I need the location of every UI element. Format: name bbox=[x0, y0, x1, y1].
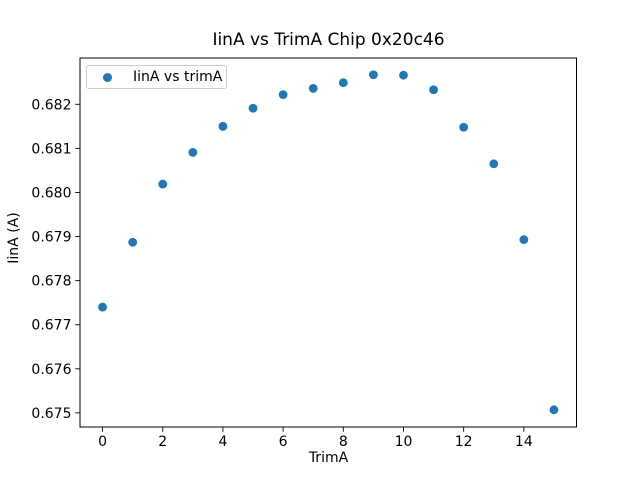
y-tick-label: 0.680 bbox=[31, 185, 71, 201]
y-tick-label: 0.678 bbox=[31, 274, 71, 290]
scatter-point bbox=[459, 122, 469, 132]
y-tick-label: 0.682 bbox=[31, 97, 71, 113]
legend: IinA vs trimA bbox=[86, 65, 227, 89]
scatter-point bbox=[519, 235, 529, 245]
y-tick-label: 0.675 bbox=[31, 406, 71, 422]
axes-frame bbox=[79, 57, 577, 428]
x-tick-label: 8 bbox=[339, 434, 348, 450]
scatter-point bbox=[158, 179, 168, 189]
chart-title: IinA vs TrimA Chip 0x20c46 bbox=[212, 30, 445, 50]
scatter-point bbox=[368, 70, 378, 80]
scatter-point bbox=[338, 78, 348, 88]
scatter-point bbox=[248, 103, 258, 113]
scatter-point bbox=[549, 405, 559, 415]
scatter-point bbox=[429, 85, 438, 95]
y-tick-label: 0.677 bbox=[31, 318, 71, 334]
x-tick-label: 4 bbox=[218, 434, 227, 450]
y-tick-label: 0.679 bbox=[31, 230, 71, 246]
legend-marker-icon bbox=[103, 72, 112, 82]
x-tick-label: 2 bbox=[158, 434, 167, 450]
legend-label: IinA vs trimA bbox=[133, 69, 223, 85]
x-tick-label: 0 bbox=[98, 434, 107, 450]
x-axis-label: TrimA bbox=[308, 450, 349, 466]
scatter-point bbox=[218, 121, 228, 131]
scatter-point bbox=[399, 70, 408, 80]
x-tick-label: 10 bbox=[395, 434, 413, 450]
scatter-point bbox=[188, 147, 198, 157]
scatter-point bbox=[489, 159, 499, 169]
y-tick-label: 0.681 bbox=[31, 141, 71, 157]
y-axis-label: IinA (A) bbox=[6, 212, 22, 264]
x-tick-label: 12 bbox=[455, 434, 473, 450]
x-tick-label: 6 bbox=[279, 434, 288, 450]
scatter-point bbox=[308, 84, 318, 93]
scatter-point bbox=[98, 302, 107, 312]
scatter-point bbox=[278, 90, 288, 99]
y-tick-label: 0.676 bbox=[31, 362, 71, 378]
scatter-point bbox=[128, 237, 138, 247]
x-tick-label: 14 bbox=[515, 434, 533, 450]
